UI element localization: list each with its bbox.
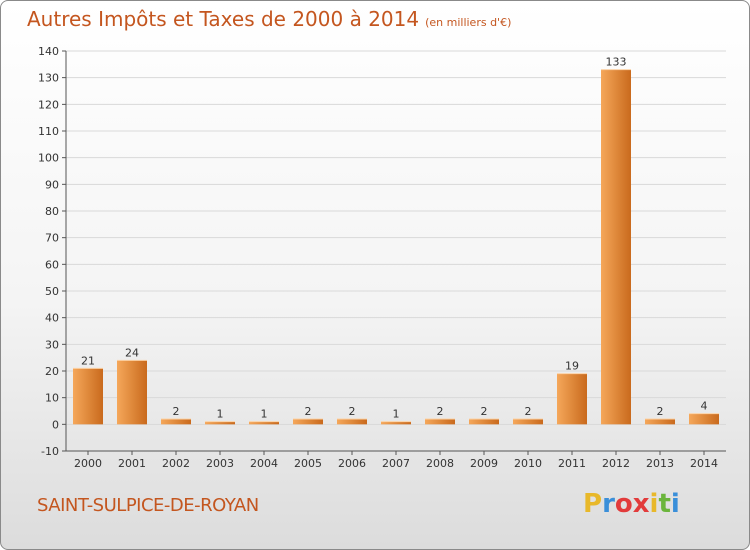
y-tick-label: 30 xyxy=(45,338,59,351)
x-tick-label: 2013 xyxy=(646,457,674,470)
y-tick-label: 40 xyxy=(45,312,59,325)
x-tick-label: 2008 xyxy=(426,457,454,470)
y-tick-label: 60 xyxy=(45,258,59,271)
data-label: 1 xyxy=(393,408,400,421)
bar xyxy=(513,419,543,425)
y-tick-label: 0 xyxy=(52,418,59,431)
data-label: 2 xyxy=(657,405,664,418)
x-tick-label: 2003 xyxy=(206,457,234,470)
x-tick-label: 2006 xyxy=(338,457,366,470)
y-tick-label: 140 xyxy=(38,45,59,58)
y-tick-label: 100 xyxy=(38,152,59,165)
logo-letter: t xyxy=(658,489,671,519)
data-label: 1 xyxy=(261,408,268,421)
x-tick-label: 2011 xyxy=(558,457,586,470)
y-tick-label: 110 xyxy=(38,125,59,138)
y-tick-label: 70 xyxy=(45,232,59,245)
proxiti-logo: Proxiti xyxy=(583,489,680,519)
data-label: 2 xyxy=(173,405,180,418)
data-label: 19 xyxy=(565,360,579,373)
chart-title-text: Autres Impôts et Taxes de 2000 à 2014 xyxy=(27,7,420,31)
x-tick-label: 2014 xyxy=(690,457,718,470)
data-label: 21 xyxy=(81,354,95,367)
bar xyxy=(205,421,235,425)
x-tick-label: 2007 xyxy=(382,457,410,470)
data-label: 2 xyxy=(437,405,444,418)
y-tick-label: 20 xyxy=(45,365,59,378)
y-tick-label: 130 xyxy=(38,72,59,85)
bar xyxy=(337,419,367,425)
y-tick-label: 80 xyxy=(45,205,59,218)
x-tick-label: 2012 xyxy=(602,457,630,470)
y-tick-label: 120 xyxy=(38,98,59,111)
logo-letter: o xyxy=(614,489,633,519)
x-tick-label: 2004 xyxy=(250,457,278,470)
commune-name: SAINT-SULPICE-DE-ROYAN xyxy=(37,495,259,516)
x-tick-label: 2010 xyxy=(514,457,542,470)
x-tick-label: 2002 xyxy=(162,457,190,470)
x-tick-label: 2001 xyxy=(118,457,146,470)
bar xyxy=(425,419,455,425)
bar xyxy=(601,69,631,425)
bar xyxy=(161,419,191,425)
bar xyxy=(73,368,103,425)
data-label: 2 xyxy=(481,405,488,418)
data-label: 2 xyxy=(305,405,312,418)
logo-letter: i xyxy=(670,489,680,519)
logo-letter: i xyxy=(649,489,659,519)
chart-unit: (en milliers d'€) xyxy=(425,16,512,29)
bar xyxy=(381,421,411,425)
data-label: 2 xyxy=(525,405,532,418)
logo-letter: P xyxy=(583,489,603,519)
bar xyxy=(645,419,675,425)
data-label: 133 xyxy=(606,56,627,69)
x-tick-label: 2009 xyxy=(470,457,498,470)
logo-letter: x xyxy=(632,489,650,519)
y-tick-label: -10 xyxy=(41,445,59,458)
logo-letter: r xyxy=(602,489,615,519)
data-label: 1 xyxy=(217,408,224,421)
bar xyxy=(557,373,587,425)
data-label: 4 xyxy=(701,400,708,413)
bar xyxy=(293,419,323,425)
bar xyxy=(249,421,279,425)
bar xyxy=(117,360,147,425)
y-tick-label: 90 xyxy=(45,178,59,191)
y-tick-label: 10 xyxy=(45,392,59,405)
y-tick-label: 50 xyxy=(45,285,59,298)
x-tick-label: 2005 xyxy=(294,457,322,470)
chart-title: Autres Impôts et Taxes de 2000 à 2014 (en… xyxy=(27,7,511,31)
data-label: 24 xyxy=(125,346,139,359)
data-label: 2 xyxy=(349,405,356,418)
bar xyxy=(469,419,499,425)
x-tick-label: 2000 xyxy=(74,457,102,470)
bar xyxy=(689,413,719,425)
